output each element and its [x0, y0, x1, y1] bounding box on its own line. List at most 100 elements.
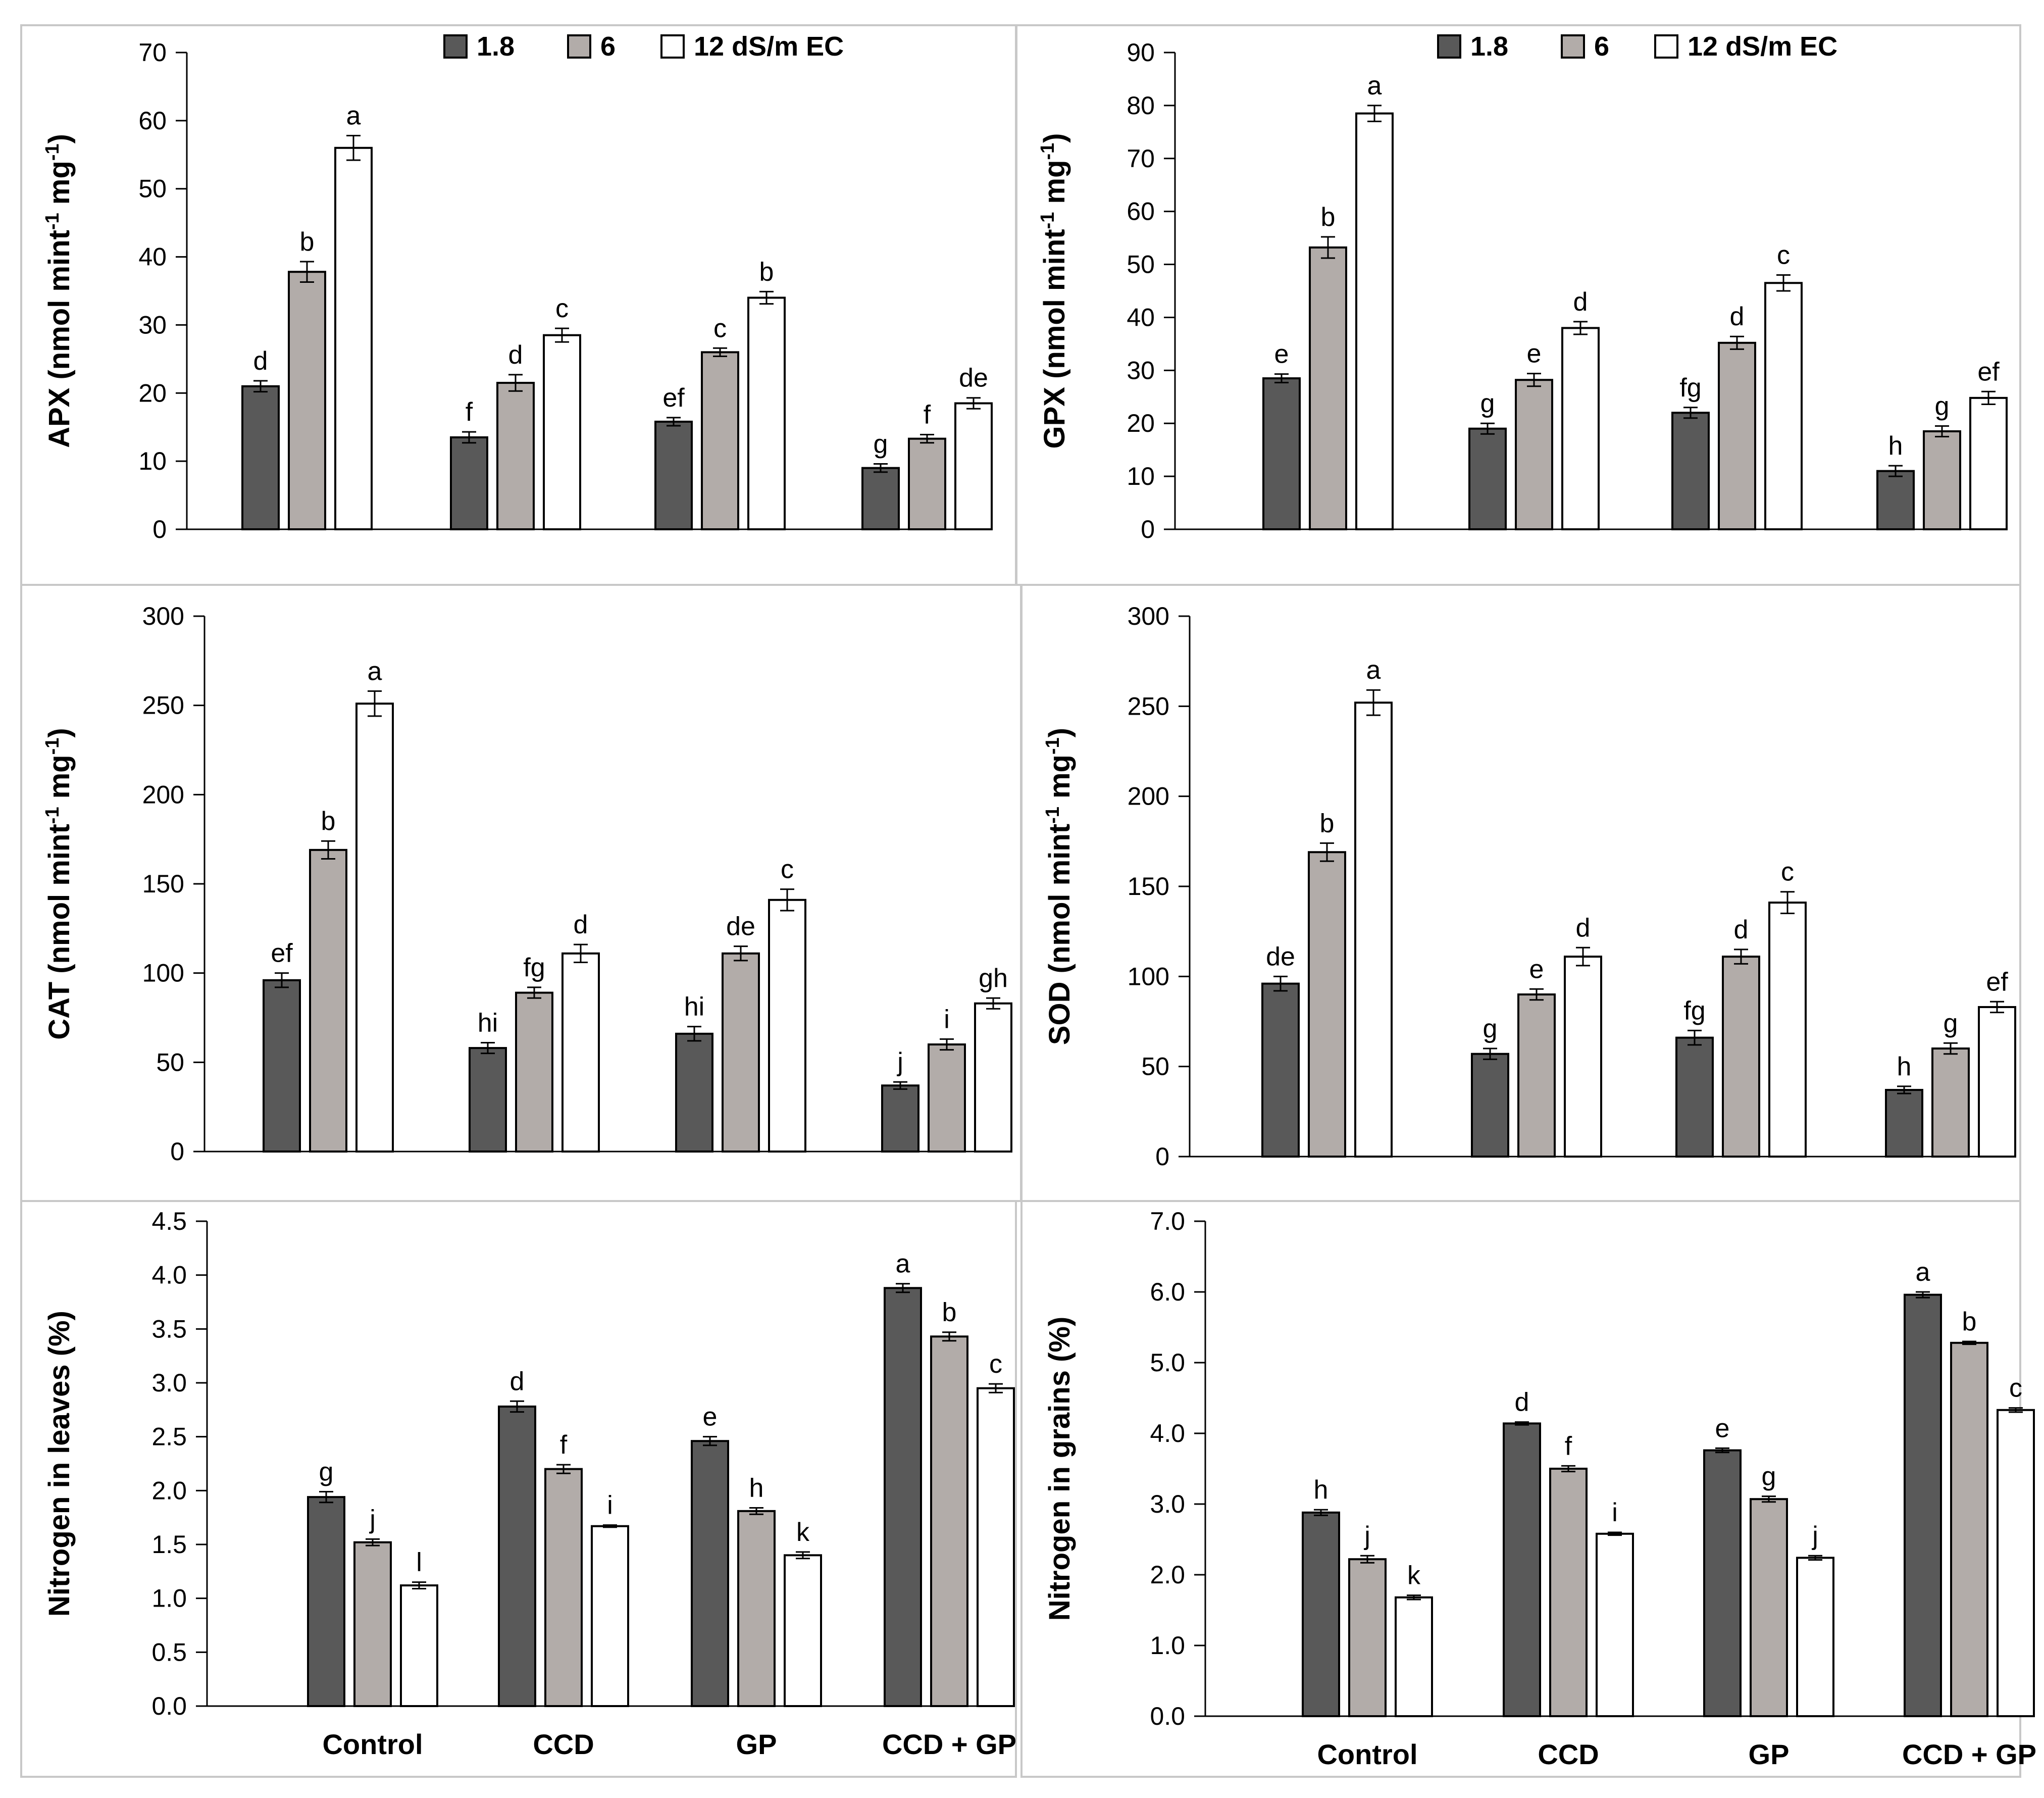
- bar: [515, 991, 553, 1153]
- y-tick-label: 50: [1127, 251, 1155, 279]
- significance-letter: g: [1483, 1014, 1498, 1043]
- bar: [561, 952, 600, 1153]
- y-axis-title-part: Nitrogen in grains (%): [1043, 1317, 1076, 1621]
- significance-letter: c: [1781, 858, 1794, 887]
- y-tick-label: 150: [1128, 872, 1169, 901]
- y-tick-label: 20: [1127, 409, 1155, 437]
- bar: [1796, 1557, 1834, 1717]
- y-tick-label: 300: [142, 602, 184, 630]
- bar: [1515, 379, 1553, 530]
- significance-letter: ef: [1977, 357, 2000, 386]
- significance-letter: c: [781, 855, 794, 884]
- y-axis-title-superscript: -1: [1037, 143, 1058, 160]
- significance-letter: f: [924, 401, 931, 430]
- chart-panel-5: 0.0 0.5 1.0 1.5 2.0 2.5 3.0 3.5 4.0 4.5 Nitrogen i…: [20, 1200, 1017, 1778]
- significance-letter: a: [1367, 71, 1382, 101]
- significance-letter: d: [1573, 287, 1588, 317]
- bar: [450, 436, 488, 531]
- significance-letter: e: [1274, 340, 1289, 369]
- bar: [747, 296, 786, 530]
- bar: [1768, 902, 1807, 1158]
- significance-letter: ef: [271, 939, 293, 968]
- significance-letter: b: [942, 1298, 957, 1327]
- significance-letter: a: [1366, 656, 1381, 685]
- y-tick-label: 4.5: [151, 1207, 187, 1235]
- y-tick-label: 300: [1128, 602, 1169, 630]
- y-tick-label: 4.0: [1150, 1419, 1185, 1447]
- y-axis-title-part: ): [43, 134, 76, 143]
- bar: [675, 1032, 713, 1153]
- bar: [469, 1047, 507, 1153]
- bar: [1596, 1532, 1634, 1718]
- y-tick-label: 5.0: [1150, 1349, 1185, 1377]
- y-tick-label: 50: [156, 1048, 184, 1076]
- y-tick-label: 70: [138, 38, 167, 67]
- y-tick-label: 0.5: [151, 1638, 187, 1666]
- significance-letter: de: [1266, 942, 1295, 971]
- y-tick-label: 100: [1128, 962, 1169, 990]
- y-tick-label: 30: [1127, 356, 1155, 384]
- y-tick-label: 200: [1128, 782, 1169, 811]
- significance-letter: i: [607, 1491, 613, 1520]
- bar: [307, 1496, 345, 1707]
- bar: [1561, 327, 1600, 531]
- y-axis-title-superscript: -1: [1037, 212, 1058, 229]
- bar: [974, 1002, 1012, 1153]
- significance-letter: c: [713, 314, 727, 343]
- bar: [498, 1405, 536, 1707]
- bar: [1722, 956, 1760, 1158]
- y-tick-label: 3.0: [1150, 1490, 1185, 1518]
- bar: [1671, 412, 1710, 530]
- bar: [930, 1335, 968, 1707]
- category-label: GP: [1749, 1738, 1790, 1770]
- y-tick-label: 20: [138, 379, 167, 407]
- significance-letter: fg: [523, 953, 545, 982]
- y-tick-label: 1.5: [151, 1530, 187, 1559]
- y-axis-title-part: ): [1043, 728, 1076, 737]
- y-tick-label: 2.5: [151, 1423, 187, 1451]
- category-label: Control: [1317, 1738, 1417, 1770]
- bar: [1876, 470, 1915, 530]
- y-tick-label: 60: [138, 107, 167, 135]
- y-tick-label: 100: [142, 959, 184, 987]
- y-tick-label: 7.0: [1150, 1207, 1185, 1235]
- bar: [768, 898, 806, 1153]
- bar: [1261, 982, 1300, 1158]
- y-axis-title-part: mg: [43, 755, 76, 807]
- category-label: GP: [736, 1728, 777, 1760]
- y-tick-label: 0: [1141, 515, 1155, 543]
- bar: [1355, 112, 1394, 531]
- bar: [1950, 1341, 1988, 1718]
- y-tick-label: 2.0: [1150, 1561, 1185, 1589]
- significance-letter: e: [1715, 1414, 1730, 1443]
- bar: [1309, 246, 1347, 531]
- significance-letter: g: [874, 430, 888, 459]
- significance-letter: i: [1612, 1498, 1618, 1527]
- legend-label: 1.8: [477, 31, 515, 62]
- bar: [353, 1541, 392, 1708]
- bar: [1517, 993, 1556, 1158]
- significance-letter: b: [300, 227, 315, 257]
- y-tick-label: 0: [152, 515, 167, 543]
- significance-letter: d: [1734, 915, 1749, 944]
- significance-letter: gh: [979, 964, 1008, 993]
- y-tick-label: 40: [1127, 303, 1155, 331]
- y-tick-label: 1.0: [1150, 1631, 1185, 1660]
- y-tick-label: 0: [170, 1137, 184, 1166]
- y-axis-title-part: mg: [1038, 160, 1071, 212]
- legend-label: 12 dS/m EC: [694, 31, 844, 62]
- significance-letter: fg: [1683, 996, 1705, 1025]
- bar: [784, 1554, 822, 1707]
- category-label: Control: [322, 1728, 423, 1760]
- significance-letter: e: [703, 1403, 718, 1432]
- y-tick-label: 40: [138, 243, 167, 271]
- significance-letter: h: [1897, 1052, 1912, 1081]
- y-axis-title: GPX (nmol mint-1 mg-1): [1037, 133, 1071, 448]
- significance-letter: g: [1944, 1009, 1958, 1038]
- bar: [543, 334, 581, 531]
- bar: [654, 420, 693, 530]
- bar: [908, 437, 946, 531]
- y-tick-label: 30: [138, 311, 167, 339]
